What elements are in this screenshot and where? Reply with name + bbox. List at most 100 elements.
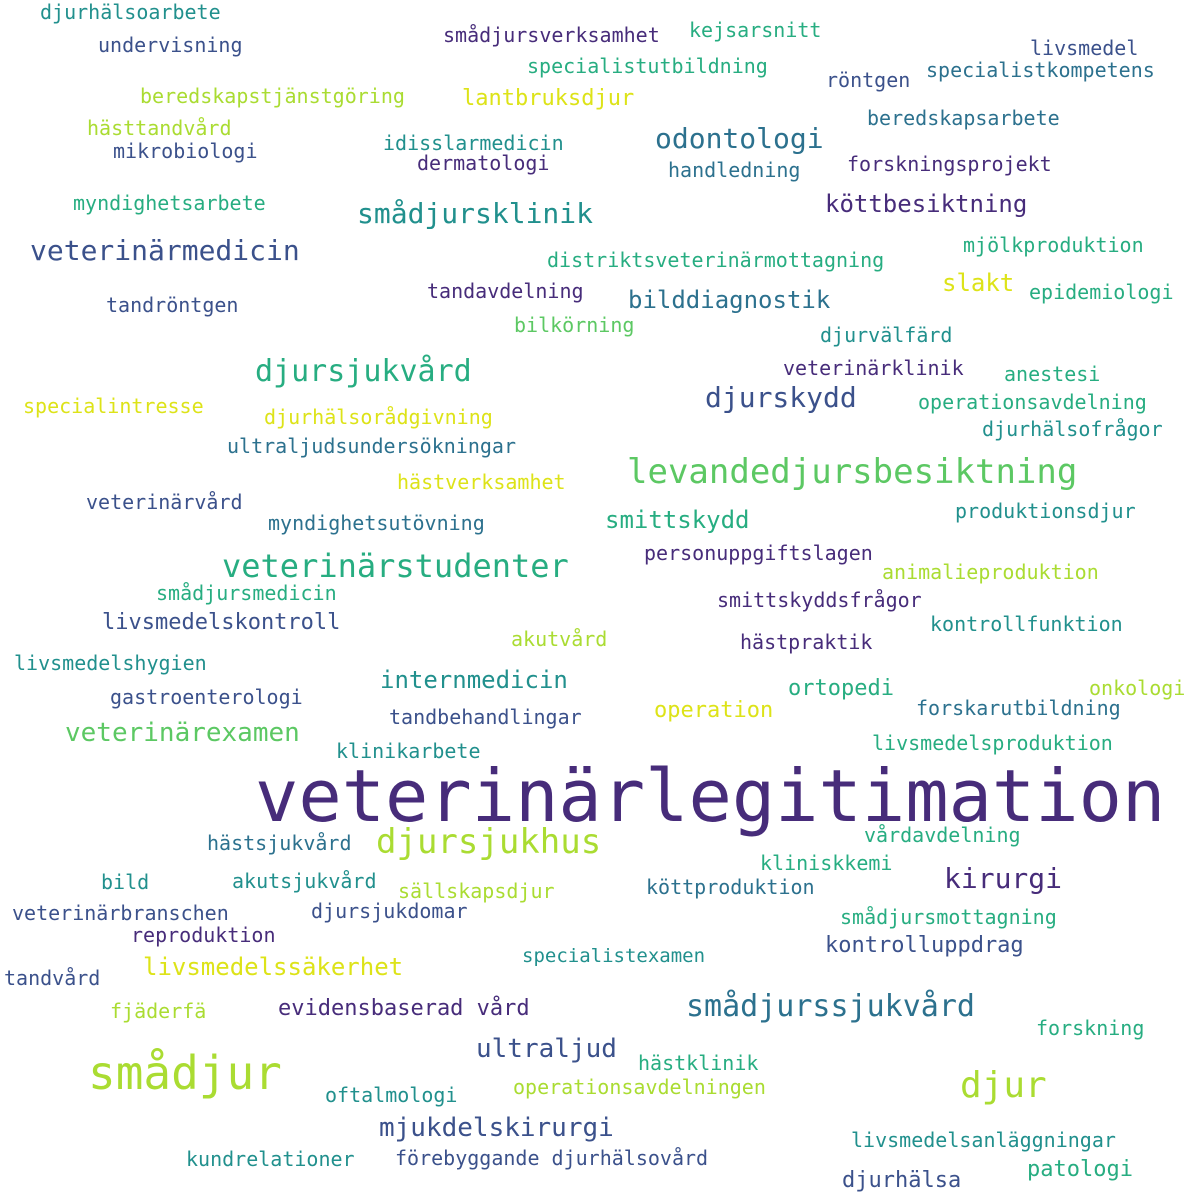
cloud-word: veterinärmedicin bbox=[30, 234, 300, 267]
cloud-word: tandavdelning bbox=[427, 279, 584, 303]
cloud-word: förebyggande djurhälsovård bbox=[395, 1146, 709, 1170]
cloud-word: mjölkproduktion bbox=[963, 233, 1144, 257]
cloud-word: veterinärvård bbox=[86, 490, 243, 514]
cloud-word: ortopedi bbox=[788, 676, 894, 701]
cloud-word: livsmedelsanläggningar bbox=[851, 1128, 1116, 1152]
cloud-word: djursjukhus bbox=[376, 822, 602, 862]
cloud-word: kundrelationer bbox=[186, 1147, 355, 1171]
cloud-word: smådjur bbox=[88, 1046, 282, 1100]
cloud-word: fjäderfä bbox=[110, 999, 207, 1023]
cloud-word: livsmedelskontroll bbox=[102, 610, 341, 635]
cloud-word: forskning bbox=[1036, 1016, 1145, 1040]
cloud-word: odontologi bbox=[655, 122, 824, 155]
cloud-word: handledning bbox=[668, 158, 801, 182]
cloud-word: operation bbox=[654, 698, 774, 723]
cloud-word: forskningsprojekt bbox=[847, 152, 1052, 176]
cloud-word: mjukdelskirurgi bbox=[379, 1113, 614, 1143]
cloud-word: specialintresse bbox=[23, 394, 204, 418]
cloud-word: levandedjursbesiktning bbox=[627, 452, 1078, 492]
cloud-word: veterinärstudenter bbox=[222, 547, 569, 585]
cloud-word: beredskapstjänstgöring bbox=[140, 84, 405, 108]
cloud-word: reproduktion bbox=[131, 923, 276, 947]
cloud-word: kirurgi bbox=[944, 862, 1063, 895]
cloud-word: smådjursmedicin bbox=[156, 581, 337, 605]
cloud-word: oftalmologi bbox=[325, 1083, 458, 1107]
cloud-word: animalieproduktion bbox=[882, 560, 1099, 584]
cloud-word: forskarutbildning bbox=[916, 696, 1121, 720]
cloud-word: hästsjukvård bbox=[207, 831, 352, 855]
cloud-word: anestesi bbox=[1004, 362, 1101, 386]
cloud-word: veterinärklinik bbox=[783, 356, 964, 380]
cloud-word: ultraljudsundersökningar bbox=[227, 434, 516, 458]
cloud-word: kontrollfunktion bbox=[930, 612, 1123, 636]
cloud-word: röntgen bbox=[826, 68, 911, 92]
cloud-word: djurhälsorådgivning bbox=[264, 405, 493, 429]
cloud-word: tandröntgen bbox=[106, 293, 239, 317]
cloud-word: personuppgiftslagen bbox=[644, 541, 873, 565]
cloud-word: smittskydd bbox=[605, 506, 750, 534]
cloud-word: smådjursverksamhet bbox=[443, 23, 660, 47]
cloud-word: hästklinik bbox=[638, 1051, 759, 1075]
cloud-word: undervisning bbox=[98, 33, 243, 57]
cloud-word: hästpraktik bbox=[740, 630, 873, 654]
cloud-word: sällskapsdjur bbox=[398, 879, 555, 903]
cloud-word: smittskyddsfrågor bbox=[717, 588, 922, 612]
cloud-word: veterinärbranschen bbox=[12, 901, 229, 925]
cloud-word: bild bbox=[101, 870, 150, 894]
cloud-word: djurskydd bbox=[705, 381, 857, 414]
cloud-word: operationsavdelningen bbox=[513, 1075, 766, 1099]
cloud-word: idisslarmedicin bbox=[383, 131, 564, 155]
cloud-word: vårdavdelning bbox=[864, 823, 1021, 847]
cloud-word: evidensbaserad vård bbox=[278, 996, 530, 1021]
cloud-word: smådjurssjukvård bbox=[686, 989, 975, 1024]
cloud-word: klinikarbete bbox=[336, 739, 481, 763]
cloud-word: akutsjukvård bbox=[232, 869, 377, 893]
cloud-word: internmedicin bbox=[380, 666, 568, 694]
cloud-word: livsmedelssäkerhet bbox=[143, 953, 404, 981]
cloud-word: köttproduktion bbox=[646, 875, 815, 899]
cloud-word: hästtandvård bbox=[87, 116, 232, 140]
cloud-word: specialistutbildning bbox=[527, 54, 768, 78]
cloud-word: veterinärexamen bbox=[65, 718, 300, 748]
cloud-word: djurvälfärd bbox=[820, 323, 953, 347]
cloud-word: djur bbox=[960, 1065, 1047, 1106]
cloud-word: mikrobiologi bbox=[113, 139, 258, 163]
cloud-word: smådjursmottagning bbox=[840, 905, 1057, 929]
cloud-word: djursjukdomar bbox=[311, 899, 468, 923]
cloud-word: specialistkompetens bbox=[926, 58, 1155, 82]
cloud-word: produktionsdjur bbox=[955, 499, 1136, 523]
cloud-word: operationsavdelning bbox=[918, 390, 1147, 414]
cloud-word: myndighetsutövning bbox=[268, 511, 485, 535]
cloud-word: livsmedelsproduktion bbox=[872, 731, 1113, 755]
cloud-word: djurhälsoarbete bbox=[40, 0, 221, 24]
cloud-word: akutvård bbox=[511, 627, 608, 651]
cloud-word: bilddiagnostik bbox=[628, 286, 831, 314]
cloud-word: patologi bbox=[1027, 1157, 1133, 1182]
cloud-word: djurhälsa bbox=[842, 1168, 962, 1193]
cloud-word: epidemiologi bbox=[1029, 280, 1174, 304]
cloud-word: gastroenterologi bbox=[110, 685, 303, 709]
cloud-word: livsmedel bbox=[1030, 36, 1139, 60]
cloud-word: kontrolluppdrag bbox=[825, 933, 1024, 958]
cloud-word: veterinärlegitimation bbox=[255, 754, 1166, 838]
cloud-word: köttbesiktning bbox=[825, 190, 1028, 218]
cloud-word: slakt bbox=[942, 269, 1015, 297]
cloud-word: myndighetsarbete bbox=[73, 191, 266, 215]
cloud-word: kejsarsnitt bbox=[689, 18, 822, 42]
cloud-word: smådjursklinik bbox=[357, 197, 594, 230]
cloud-word: bilkörning bbox=[514, 313, 635, 337]
cloud-word: tandvård bbox=[4, 966, 101, 990]
cloud-word: lantbruksdjur bbox=[462, 86, 635, 111]
cloud-word: livsmedelshygien bbox=[14, 651, 207, 675]
cloud-word: distriktsveterinärmottagning bbox=[547, 248, 885, 272]
cloud-word: ultraljud bbox=[476, 1034, 617, 1064]
cloud-word: hästverksamhet bbox=[397, 470, 566, 494]
cloud-word: beredskapsarbete bbox=[867, 106, 1060, 130]
cloud-word: kliniskkemi bbox=[760, 851, 893, 875]
cloud-word: djurhälsofrågor bbox=[982, 417, 1163, 441]
cloud-word: dermatologi bbox=[417, 151, 550, 175]
cloud-word: djursjukvård bbox=[255, 354, 472, 389]
cloud-word: specialistexamen bbox=[522, 945, 706, 967]
cloud-word: tandbehandlingar bbox=[389, 705, 582, 729]
